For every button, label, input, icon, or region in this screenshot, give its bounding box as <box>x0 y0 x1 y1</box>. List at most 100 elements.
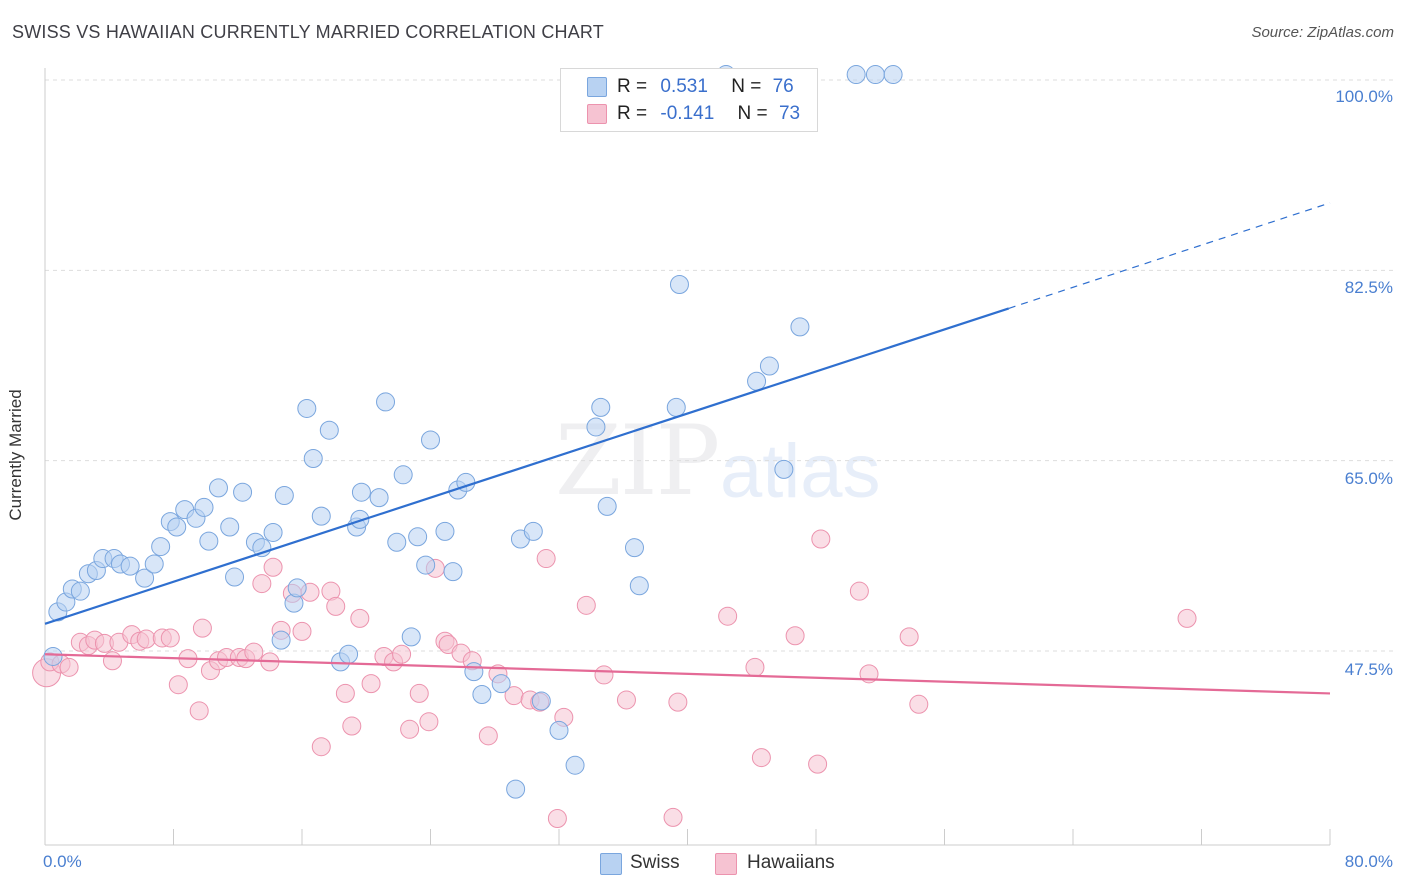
hawaiians-point <box>244 642 264 662</box>
swiss-swatch <box>587 77 607 97</box>
swiss-point <box>351 482 371 502</box>
hawaiians-point <box>160 628 180 648</box>
swiss-point <box>846 65 866 85</box>
series-legend: Swiss Hawaiians <box>0 852 1406 876</box>
swiss-point <box>376 392 396 412</box>
swiss-point <box>274 485 294 505</box>
hawaiians-point <box>189 701 209 721</box>
swiss-point <box>393 465 413 485</box>
hawaiians-n-label: N = <box>737 103 768 124</box>
swiss-point <box>271 630 291 650</box>
swiss-point <box>401 627 421 647</box>
hawaiians-point <box>102 651 122 671</box>
hawaiians-point <box>899 627 919 647</box>
hawaiians-point <box>361 674 381 694</box>
swiss-points <box>43 65 903 799</box>
swiss-point <box>565 755 585 775</box>
hawaiians-r-value: -0.141 <box>660 103 715 124</box>
swiss-n-label: N = <box>731 76 762 97</box>
swiss-point <box>624 538 644 558</box>
swiss-point <box>319 420 339 440</box>
swiss-point <box>287 578 307 598</box>
hawaiians-point <box>326 596 346 616</box>
hawaiians-points <box>32 529 1197 828</box>
hawaiians-point <box>136 629 156 649</box>
swiss-point <box>199 531 219 551</box>
swiss-point <box>759 356 779 376</box>
legend-hawaiians-label: Hawaiians <box>747 852 835 873</box>
x-tick-80: 80.0% <box>1344 852 1393 871</box>
hawaiians-point <box>785 626 805 646</box>
swiss-point <box>790 317 810 337</box>
swiss-point <box>523 521 543 541</box>
hawaiians-point <box>536 549 556 569</box>
swiss-point <box>387 532 407 552</box>
hawaiians-point <box>311 737 331 757</box>
swiss-point <box>774 459 794 479</box>
swiss-point <box>208 478 228 498</box>
y-axis-label: Currently Married <box>6 389 25 521</box>
legend-swiss-label: Swiss <box>630 852 680 873</box>
swiss-r-label: R = <box>617 76 648 97</box>
chart-title: SWISS VS HAWAIIAN CURRENTLY MARRIED CORR… <box>12 22 605 42</box>
hawaiians-point <box>409 683 429 703</box>
trend-lines <box>44 202 1331 695</box>
y-tick-47-5: 47.5% <box>1344 660 1393 679</box>
hawaiians-point <box>292 621 312 641</box>
swiss-point <box>369 488 389 508</box>
swiss-point <box>666 397 686 417</box>
swiss-point <box>350 509 370 529</box>
hawaiians-point <box>547 808 567 828</box>
hawaiians-point <box>1177 608 1197 628</box>
swiss-point <box>144 554 164 574</box>
swiss-point <box>597 496 617 516</box>
swiss-point <box>669 274 689 294</box>
swiss-point <box>70 581 90 601</box>
swiss-point <box>311 506 331 526</box>
hawaiians-point <box>419 712 439 732</box>
swiss-point <box>263 522 283 542</box>
swiss-point <box>435 521 455 541</box>
swiss-point <box>472 685 492 705</box>
hawaiians-point <box>668 692 688 712</box>
hawaiians-point <box>576 595 596 615</box>
swiss-point <box>135 568 155 588</box>
hawaiians-point <box>718 606 738 626</box>
hawaiians-point <box>59 657 79 677</box>
swiss-point <box>43 646 63 666</box>
axes <box>44 68 1331 846</box>
hawaiians-point <box>745 657 765 677</box>
hawaiians-point <box>342 716 362 736</box>
swiss-point <box>747 371 767 391</box>
swiss-point <box>220 517 240 537</box>
swiss-point <box>303 448 323 468</box>
hawaiians-n-value: 73 <box>778 103 801 124</box>
swiss-point <box>151 537 171 557</box>
swiss-point <box>443 562 463 582</box>
hawaiians-point <box>909 694 929 714</box>
hawaiians-trend-line <box>44 653 1331 695</box>
hawaiians-point <box>392 644 412 664</box>
grid-lines <box>45 79 1395 652</box>
swiss-point <box>531 691 551 711</box>
hawaiians-point <box>594 665 614 685</box>
legend-swiss-swatch <box>600 853 622 875</box>
hawaiians-point <box>252 574 272 594</box>
swiss-point <box>233 482 253 502</box>
swiss-n-value: 76 <box>772 76 794 97</box>
hawaiians-point <box>400 719 420 739</box>
swiss-point <box>883 65 903 85</box>
swiss-point <box>591 397 611 417</box>
watermark-atlas: atlas <box>720 429 881 514</box>
swiss-point <box>297 398 317 418</box>
swiss-point <box>339 644 359 664</box>
swiss-point <box>549 720 569 740</box>
y-tick-100: 100.0% <box>1335 87 1393 106</box>
swiss-r-value: 0.531 <box>660 76 708 97</box>
hawaiians-point <box>263 557 283 577</box>
source-label: Source: ZipAtlas.com <box>1251 24 1394 41</box>
stats-legend: R = 0.531 N = 76 R = -0.141 N = 73 <box>560 68 818 132</box>
hawaiians-r-label: R = <box>617 103 648 124</box>
hawaiians-point <box>811 529 831 549</box>
